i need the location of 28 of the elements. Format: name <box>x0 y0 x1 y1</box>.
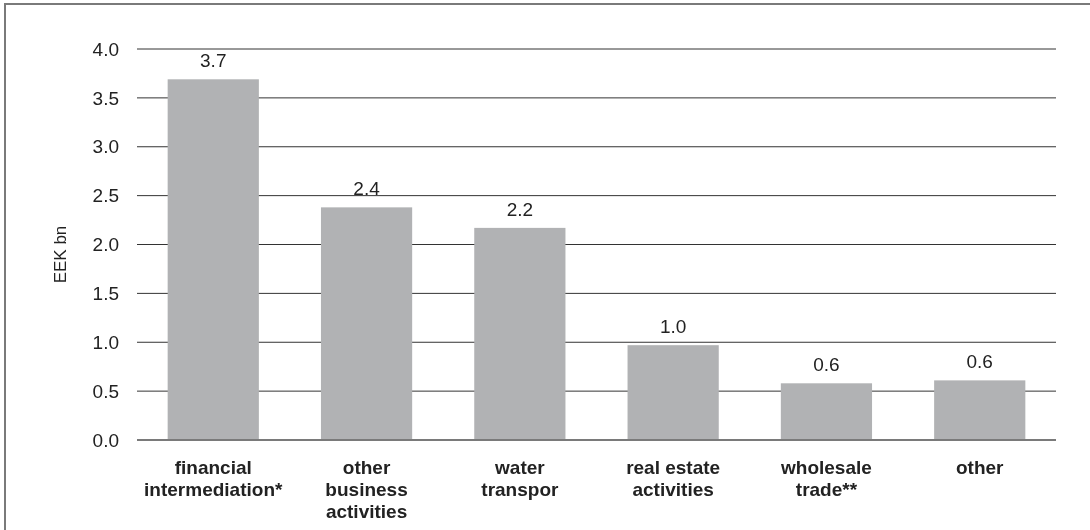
y-tick-label: 3.0 <box>92 136 119 158</box>
bar <box>320 207 413 440</box>
y-tick-label: 2.0 <box>92 234 119 256</box>
bar <box>627 345 719 440</box>
data-label: 1.0 <box>659 316 687 338</box>
x-tick-label: real estate activities <box>626 457 721 500</box>
bar <box>167 79 259 440</box>
x-tick-label: wholesale trade** <box>780 457 872 500</box>
y-tick-label: 3.5 <box>92 87 119 109</box>
x-tick-label: other <box>955 457 1005 478</box>
bar <box>780 383 873 440</box>
data-label: 2.4 <box>353 178 381 200</box>
y-tick-label: 2.5 <box>92 185 119 207</box>
bar <box>934 380 1026 440</box>
y-tick-label: 4.0 <box>92 38 119 60</box>
y-tick-label: 0.5 <box>92 380 119 402</box>
x-tick-label: other business activities <box>325 457 408 522</box>
data-label: 0.6 <box>813 354 840 376</box>
y-tick-label: 1.0 <box>92 331 119 353</box>
x-tick-label: water transpor <box>481 457 559 500</box>
x-tick-label: financial intermediation* <box>144 457 284 500</box>
data-label: 2.2 <box>506 198 534 220</box>
bar <box>474 227 566 440</box>
y-axis-title: EEK bn <box>51 225 70 284</box>
y-tick-label: 0.0 <box>92 429 119 451</box>
data-label: 0.6 <box>966 351 993 373</box>
data-label: 3.7 <box>200 50 227 72</box>
y-tick-label: 1.5 <box>92 283 119 305</box>
